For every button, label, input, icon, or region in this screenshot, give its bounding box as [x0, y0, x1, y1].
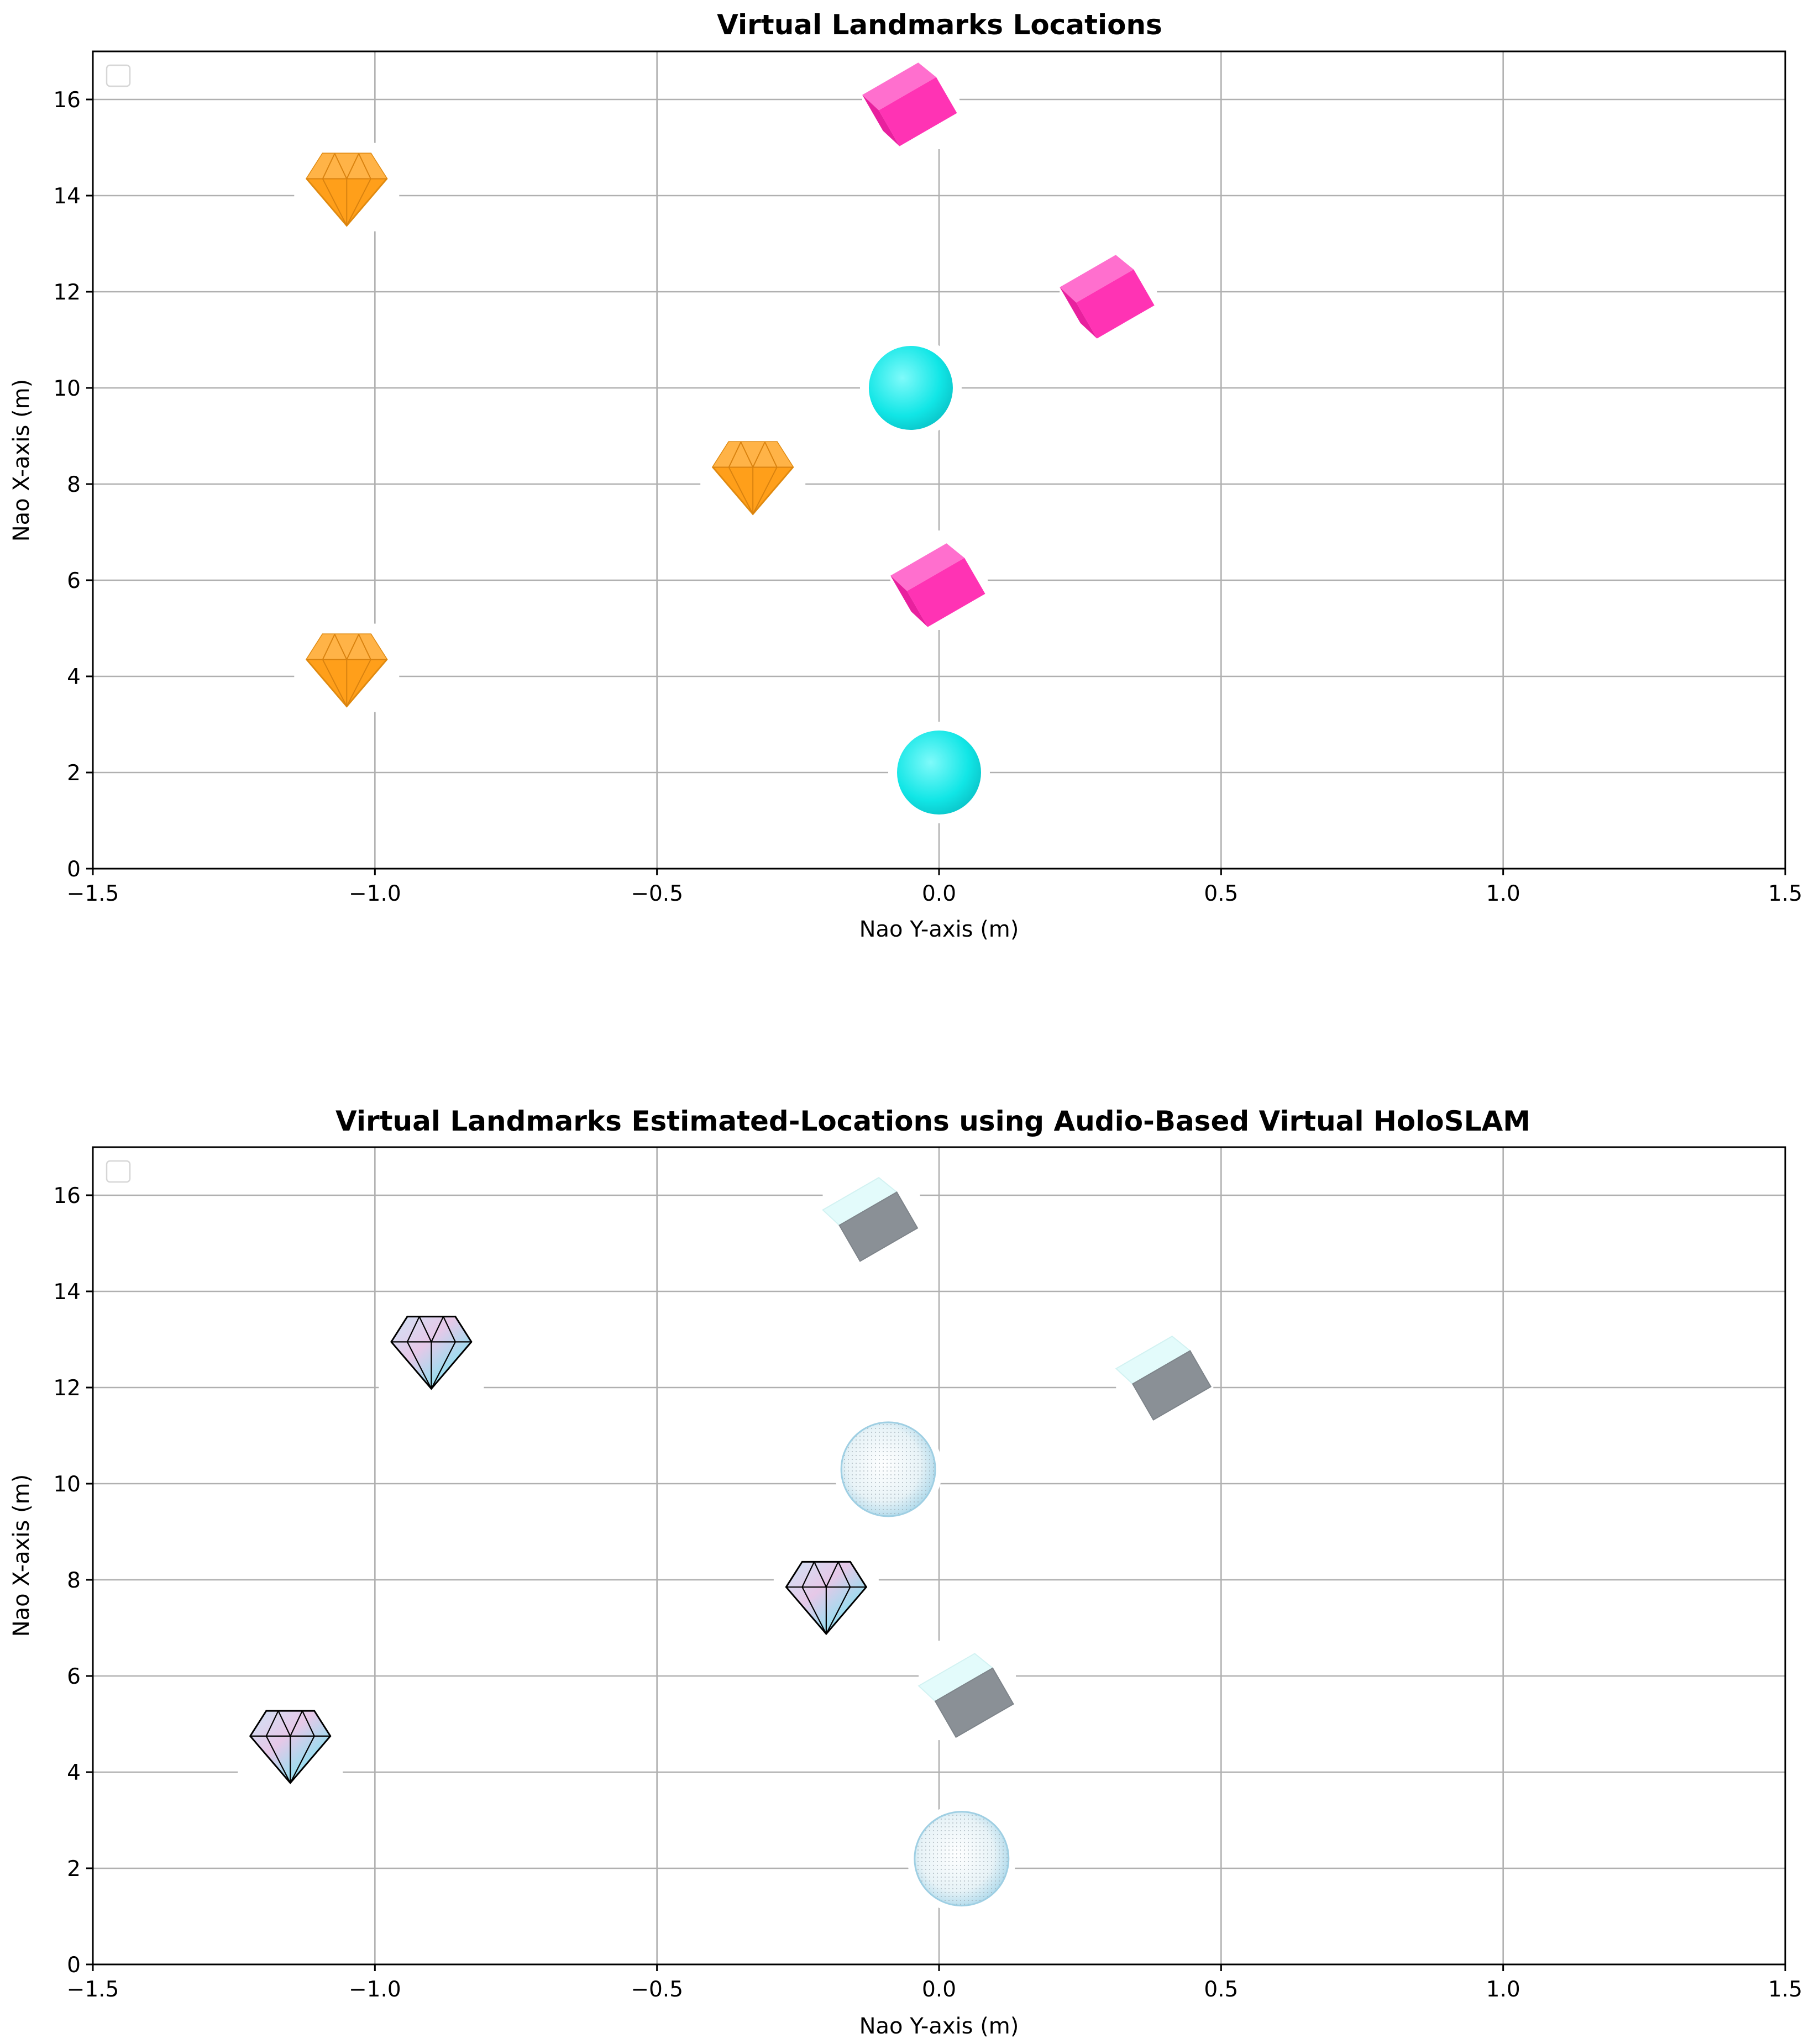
- x-tick-label: 0.5: [1204, 1977, 1238, 2002]
- y-tick-label: 10: [53, 1472, 81, 1497]
- x-tick-label: −1.0: [349, 1977, 401, 2002]
- y-tick-label: 14: [53, 1280, 81, 1305]
- sphere-icon: [907, 1804, 1016, 1913]
- cube-icon: [917, 1641, 1016, 1741]
- y-tick-label: 12: [53, 1376, 81, 1401]
- sphere-icon: [859, 337, 962, 439]
- y-tick-label: 12: [53, 280, 81, 305]
- x-tick-label: 1.0: [1486, 1977, 1520, 2002]
- legend-box: [106, 64, 131, 87]
- diamond-icon: [379, 1306, 484, 1395]
- x-tick-label: −0.5: [631, 1977, 683, 2002]
- chart-title: Virtual Landmarks Estimated-Locations us…: [335, 1105, 1530, 1137]
- diamond-icon: [700, 431, 806, 520]
- cube-icon: [862, 50, 959, 149]
- diamond-icon: [294, 143, 400, 232]
- y-tick-label: 8: [67, 472, 81, 497]
- markers: [294, 50, 1157, 823]
- markers: [238, 1164, 1214, 1913]
- diamond-icon: [238, 1700, 343, 1789]
- y-tick-label: 14: [53, 184, 81, 209]
- x-tick-label: 1.5: [1768, 1977, 1802, 2002]
- y-tick-label: 8: [67, 1568, 81, 1593]
- x-tick-label: −0.5: [631, 881, 683, 906]
- x-tick-label: −1.5: [67, 1977, 119, 2002]
- x-tick-label: 0.0: [922, 1977, 956, 2002]
- y-ticks: 0 2 4 6 8 10 12 14 16: [53, 1184, 93, 1978]
- y-tick-label: 2: [67, 1857, 81, 1882]
- x-tick-label: 1.0: [1486, 881, 1520, 906]
- cube-icon: [822, 1164, 920, 1264]
- y-tick-label: 0: [67, 1953, 81, 1978]
- diamond-icon: [294, 623, 400, 712]
- x-tick-label: 0.0: [922, 881, 956, 906]
- y-tick-label: 4: [67, 1761, 81, 1785]
- y-tick-label: 2: [67, 761, 81, 786]
- x-axis-label: Nao Y-axis (m): [859, 917, 1019, 942]
- sphere-icon: [888, 722, 990, 823]
- y-tick-label: 16: [53, 1184, 81, 1208]
- x-ticks: −1.5 −1.0 −0.5 0.0 0.5 1.0 1.5: [67, 869, 1802, 906]
- chart-title: Virtual Landmarks Locations: [717, 9, 1162, 41]
- y-tick-label: 4: [67, 665, 81, 690]
- sphere-icon: [834, 1415, 943, 1523]
- cube-icon: [1060, 242, 1157, 341]
- x-tick-label: 1.5: [1768, 881, 1802, 906]
- subplot-2: Virtual Landmarks Estimated-Locations us…: [9, 1105, 1802, 2039]
- cube-icon: [890, 530, 988, 630]
- y-tick-label: 10: [53, 376, 81, 401]
- x-tick-label: −1.5: [67, 881, 119, 906]
- y-tick-label: 6: [67, 569, 81, 593]
- diamond-icon: [773, 1551, 879, 1640]
- x-tick-label: 0.5: [1204, 881, 1238, 906]
- y-axis-label: Nao X-axis (m): [9, 1474, 34, 1637]
- legend-box: [106, 1160, 131, 1183]
- y-tick-label: 6: [67, 1664, 81, 1689]
- subplot-1: Virtual Landmarks Locations −1.5 −1.0 −0.5…: [9, 9, 1802, 942]
- y-axis-label: Nao X-axis (m): [9, 379, 34, 542]
- y-tick-label: 16: [53, 88, 81, 113]
- x-tick-label: −1.0: [349, 881, 401, 906]
- cube-icon: [1115, 1323, 1214, 1423]
- y-ticks: 0 2 4 6 8 10 12 14 16: [53, 88, 93, 882]
- y-tick-label: 0: [67, 857, 81, 882]
- x-axis-label: Nao Y-axis (m): [859, 2014, 1019, 2039]
- x-ticks: −1.5 −1.0 −0.5 0.0 0.5 1.0 1.5: [67, 1964, 1802, 2002]
